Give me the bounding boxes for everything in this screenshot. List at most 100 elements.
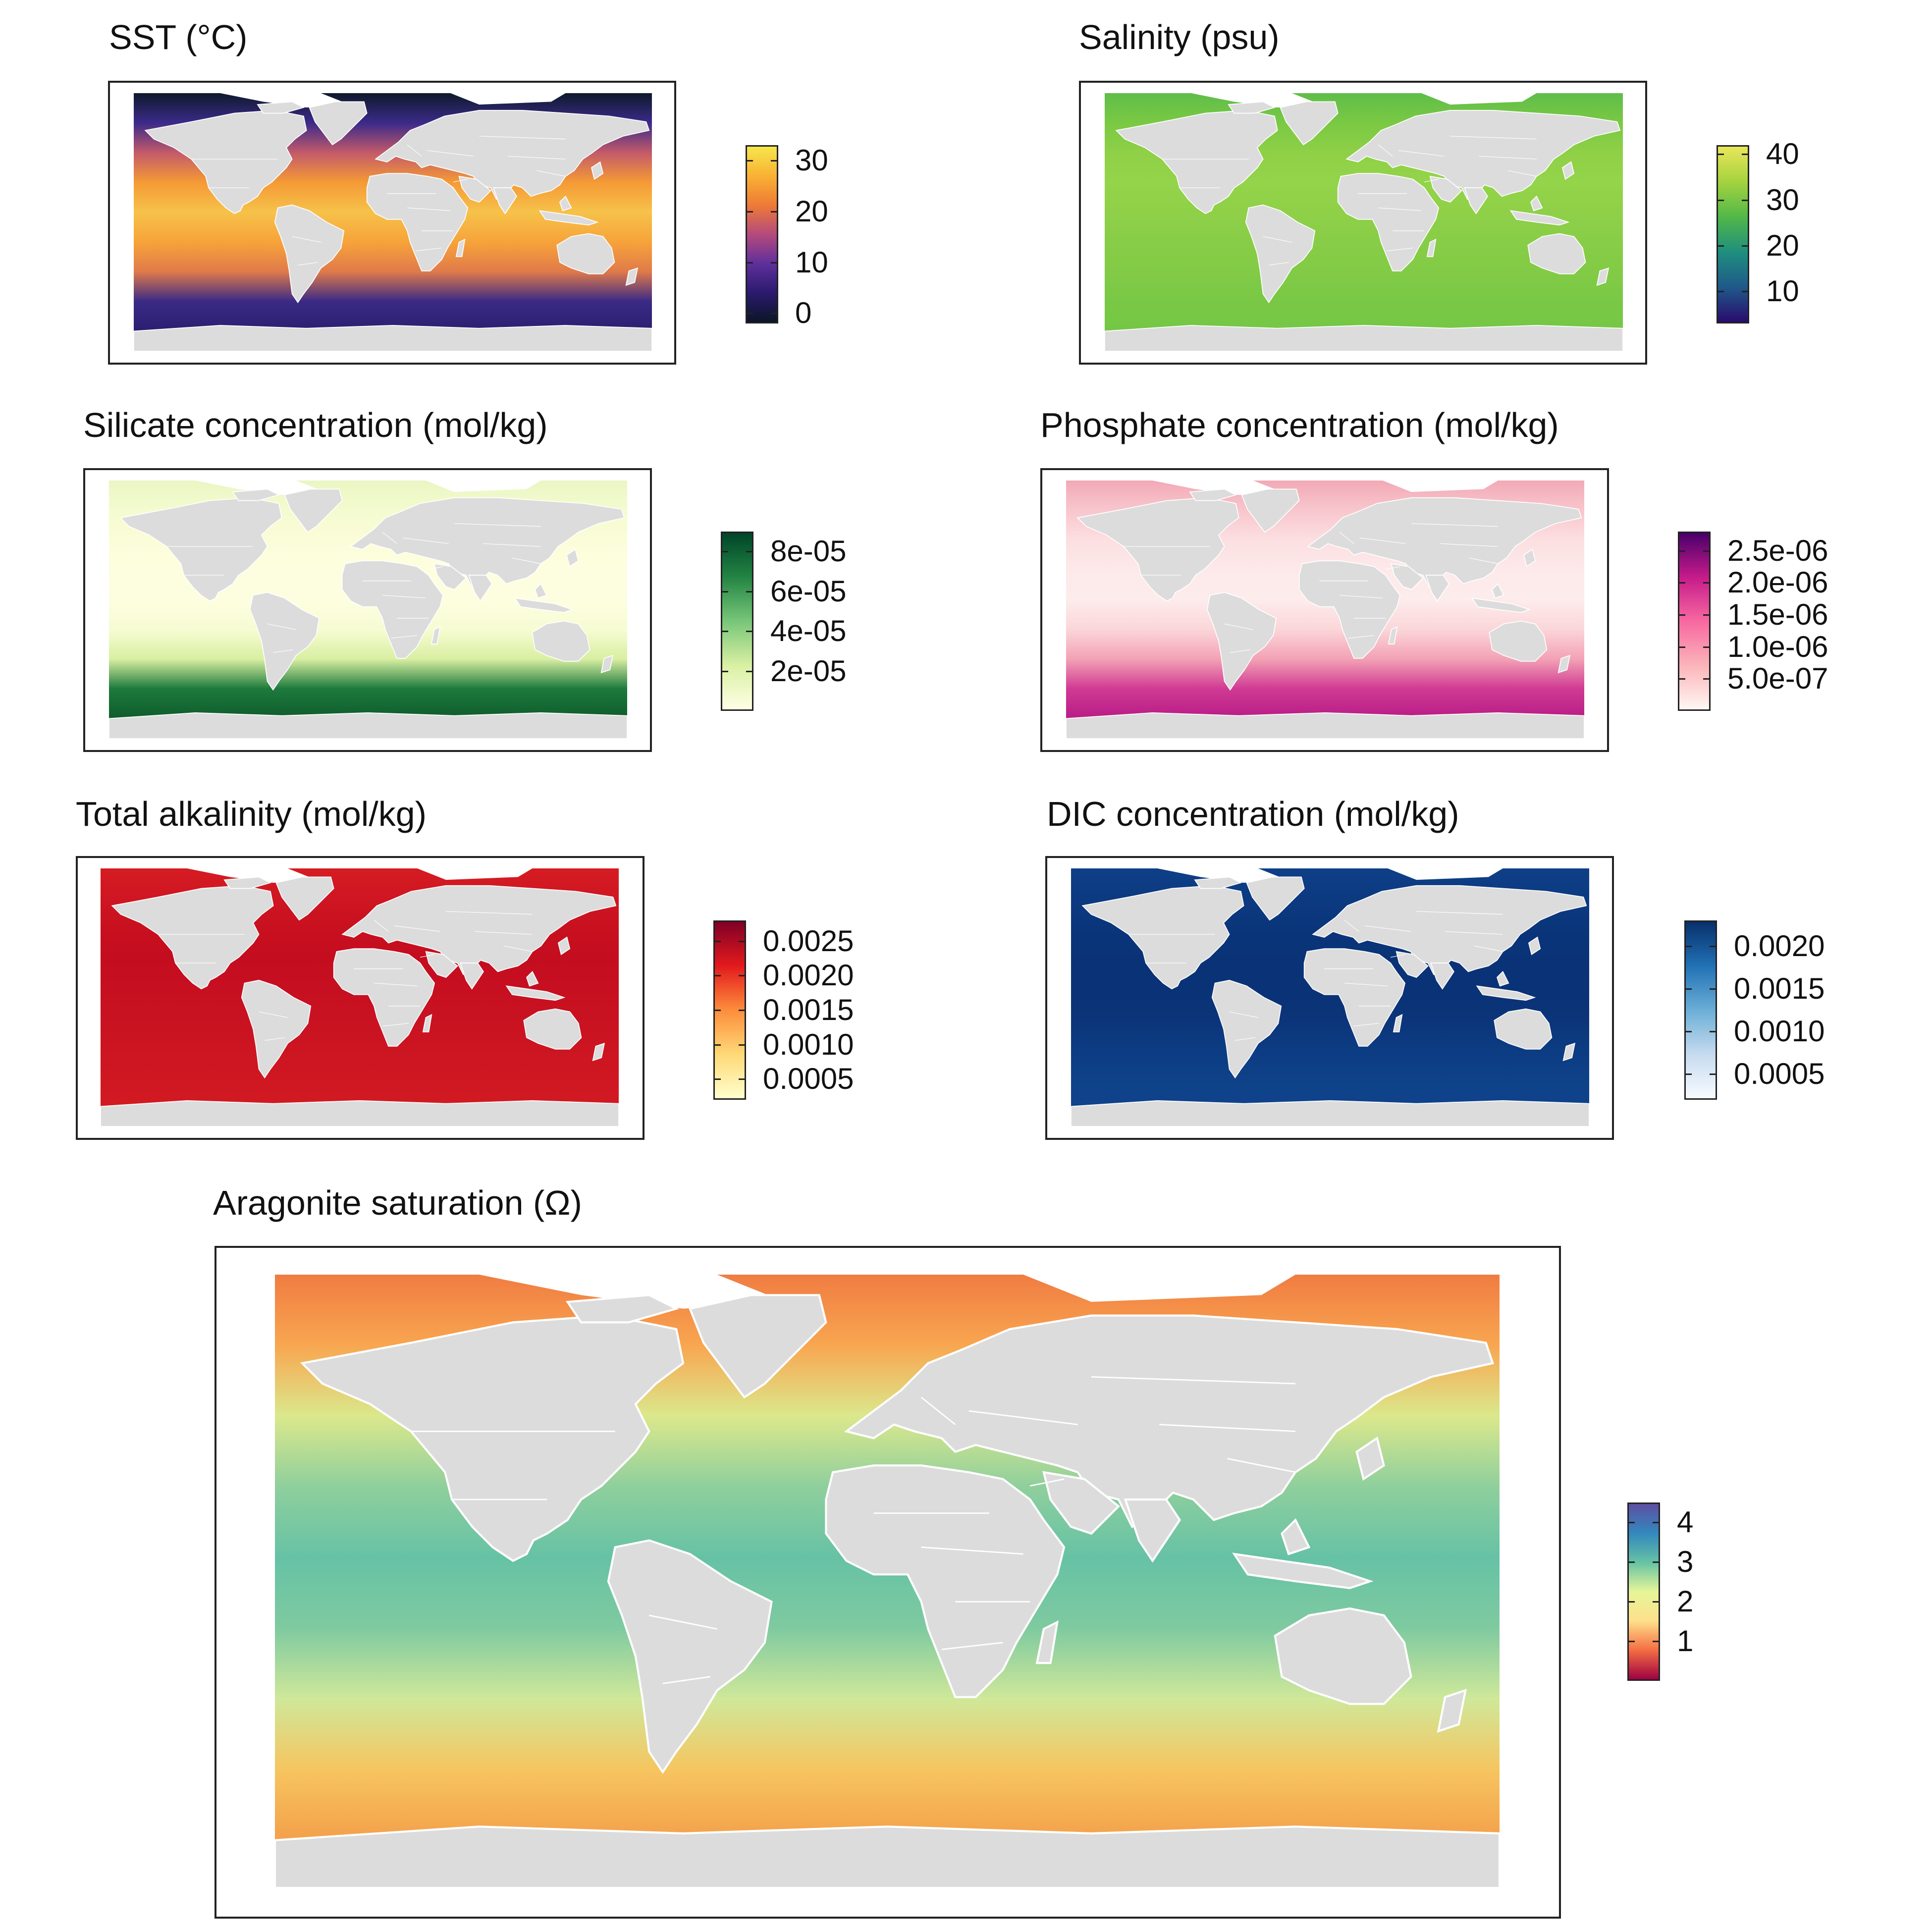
panel-title-aragonite: Aragonite saturation (Ω) bbox=[213, 1183, 582, 1222]
landmass bbox=[1189, 488, 1237, 501]
legend-tick-label: 0.0005 bbox=[1734, 1057, 1825, 1091]
landmass bbox=[101, 1100, 619, 1127]
landmass bbox=[1035, 1620, 1059, 1664]
legend-tick bbox=[739, 1078, 745, 1080]
world-map-alkalinity bbox=[101, 868, 619, 1127]
country-border bbox=[374, 982, 418, 986]
legend-tick-label: 2 bbox=[1677, 1585, 1694, 1618]
country-border bbox=[1411, 523, 1498, 527]
world-map-phosphate bbox=[1066, 481, 1584, 739]
legend-tick-label: 1.5e-06 bbox=[1727, 598, 1828, 632]
legend-tick-label: 6e-05 bbox=[770, 574, 847, 608]
landmass bbox=[1391, 563, 1424, 590]
legend-tick bbox=[747, 160, 753, 161]
legend-tick bbox=[722, 631, 728, 633]
legend-tick bbox=[1703, 582, 1709, 584]
country-border bbox=[382, 1023, 409, 1026]
map-frame-sst bbox=[108, 81, 676, 365]
legend-tick bbox=[1742, 199, 1748, 201]
legend-tick bbox=[1703, 550, 1709, 552]
landmass bbox=[430, 626, 441, 644]
country-border bbox=[921, 1546, 1023, 1555]
legend-tick bbox=[1629, 1601, 1635, 1603]
landmass bbox=[1494, 1008, 1553, 1050]
map-frame-salinity bbox=[1079, 81, 1647, 365]
landmass bbox=[559, 195, 572, 212]
country-border bbox=[292, 236, 321, 243]
country-border bbox=[394, 925, 440, 932]
panel-title-salinity: Salinity (psu) bbox=[1079, 18, 1280, 56]
landmass bbox=[1281, 1518, 1311, 1556]
landmass bbox=[134, 325, 652, 351]
landmass bbox=[1105, 325, 1623, 351]
legend-alkalinity: 0.0025 0.0020 0.0015 0.0010 0.0005 bbox=[713, 920, 902, 1100]
landmass bbox=[1298, 560, 1401, 659]
landmass bbox=[1393, 1014, 1403, 1032]
landmass bbox=[433, 563, 467, 590]
legend-tick-label: 0.0015 bbox=[1734, 971, 1825, 1005]
ocean-field bbox=[101, 868, 619, 1107]
landmass bbox=[1246, 876, 1305, 921]
legend-tick bbox=[1679, 582, 1685, 584]
landmass bbox=[625, 267, 639, 286]
landmass bbox=[1228, 101, 1276, 114]
legend-tick-label: 5.0e-07 bbox=[1727, 662, 1828, 696]
landmass bbox=[526, 970, 539, 987]
legend-tick bbox=[771, 313, 777, 315]
legend-tick-label: 2e-05 bbox=[770, 654, 847, 688]
ocean-field bbox=[1071, 868, 1589, 1107]
country-border bbox=[1440, 543, 1498, 547]
sea-ice bbox=[479, 1275, 1295, 1309]
legend-tick-label: 20 bbox=[1766, 229, 1799, 263]
country-border bbox=[1359, 537, 1406, 544]
country-border bbox=[1344, 982, 1388, 986]
landmass bbox=[1355, 1436, 1385, 1481]
legend-phosphate: 2.5e-06 2.0e-06 1.5e-06 1.0e-06 5.0e-07 bbox=[1678, 532, 1876, 711]
landmass bbox=[844, 1314, 1494, 1528]
legend-tick-label: 4e-05 bbox=[770, 614, 847, 648]
country-border bbox=[475, 931, 533, 935]
landmass bbox=[532, 620, 590, 662]
country-border bbox=[454, 523, 541, 527]
landmass bbox=[241, 979, 312, 1079]
landmass bbox=[1241, 488, 1300, 533]
legend-tick-label: 0.0025 bbox=[763, 924, 854, 958]
country-border bbox=[662, 1676, 711, 1684]
country-border bbox=[1353, 1023, 1379, 1026]
legend-tick-label: 4 bbox=[1677, 1505, 1694, 1539]
country-border bbox=[1339, 532, 1354, 544]
country-border bbox=[537, 170, 566, 177]
country-border bbox=[479, 136, 566, 140]
legend-sst: 30 20 10 0 bbox=[746, 145, 874, 328]
legend-tick bbox=[771, 160, 777, 161]
legend-tick bbox=[1703, 646, 1709, 648]
world-map-aragonite bbox=[275, 1275, 1500, 1888]
country-border bbox=[1159, 1424, 1296, 1432]
landmass bbox=[1429, 175, 1462, 203]
legend-tick bbox=[1629, 1641, 1635, 1642]
landmass bbox=[505, 985, 566, 1001]
legend-tick-label: 0.0020 bbox=[763, 959, 854, 992]
legend-tick bbox=[739, 1044, 745, 1046]
legend-tick bbox=[1679, 646, 1685, 648]
map-sst bbox=[134, 93, 652, 351]
landmass bbox=[223, 876, 272, 889]
map-dic bbox=[1071, 868, 1589, 1127]
landmass bbox=[1437, 1689, 1467, 1733]
country-border bbox=[508, 156, 566, 160]
landmass bbox=[468, 575, 492, 602]
legend-tick bbox=[1742, 154, 1748, 156]
country-border bbox=[1344, 919, 1359, 932]
landmass bbox=[1528, 936, 1541, 956]
map-frame-dic bbox=[1045, 856, 1614, 1140]
legend-tick-label: 8e-05 bbox=[770, 535, 847, 568]
legend-tick-label: 2.0e-06 bbox=[1727, 566, 1828, 599]
country-border bbox=[1450, 136, 1537, 140]
legend-tick-label: 20 bbox=[795, 194, 828, 228]
landmass bbox=[1081, 885, 1244, 990]
country-border bbox=[391, 635, 417, 639]
